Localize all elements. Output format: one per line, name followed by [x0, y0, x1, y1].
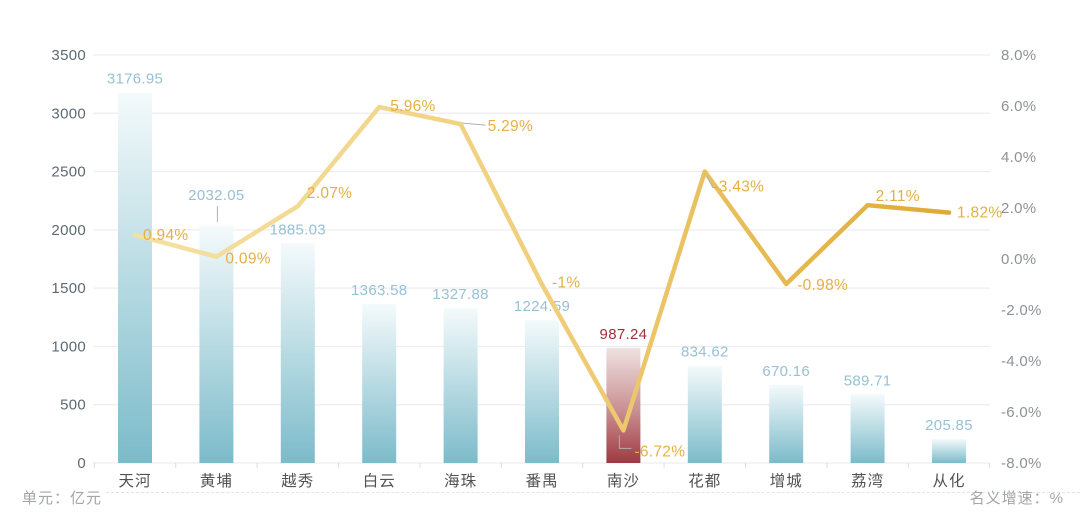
bar [932, 439, 966, 463]
right-axis-tick-label: -4.0% [1001, 353, 1042, 370]
x-axis-label: 花都 [688, 472, 721, 490]
growth-point-label: 0.09% [225, 251, 270, 268]
right-axis-tick-label: 8.0% [1001, 47, 1036, 64]
bar-value-label: 670.16 [762, 363, 810, 380]
growth-point-label: -0.98% [797, 277, 848, 294]
label-connector [706, 176, 718, 189]
right-axis-tick-label: -6.0% [1001, 404, 1042, 421]
growth-point-label: 1.82% [957, 205, 1002, 222]
bar-value-label: 987.24 [600, 326, 648, 343]
bar [687, 365, 722, 463]
label-connector [618, 435, 632, 449]
bar [362, 304, 397, 463]
x-axis-label: 越秀 [281, 472, 314, 490]
left-axis-tick-label: 3000 [51, 105, 86, 122]
growth-point-label: -1% [552, 275, 580, 292]
growth-point-label: 2.11% [876, 188, 920, 205]
left-axis-tick-label: 1000 [51, 338, 86, 355]
unit-note-bars: 单元：亿元 [22, 490, 103, 507]
x-axis-label: 黄埔 [200, 472, 233, 490]
left-axis-tick-label: 2000 [51, 222, 86, 239]
bar-value-label: 205.85 [925, 417, 973, 434]
bar-value-label: 1885.03 [270, 221, 326, 238]
right-axis-tick-label: 6.0% [1001, 98, 1036, 115]
right-axis-tick-label: -8.0% [1001, 455, 1042, 472]
x-axis-label: 海珠 [444, 472, 477, 490]
bar [850, 394, 885, 463]
bar-value-label: 3176.95 [107, 71, 163, 88]
growth-point-label: -6.72% [634, 443, 685, 460]
bar [443, 308, 478, 463]
left-axis-tick-label: 3500 [51, 47, 86, 64]
unit-note-growth-line: 名义增速：% [969, 490, 1064, 507]
bar [525, 320, 559, 463]
left-axis-tick-label: 1500 [51, 280, 86, 297]
right-axis-tick-label: 4.0% [1001, 149, 1036, 166]
left-axis-tick-label: 0 [77, 455, 86, 472]
bar [118, 92, 152, 464]
bar-value-label: 1363.58 [351, 282, 407, 299]
x-axis-label: 南沙 [607, 472, 640, 490]
left-axis-tick-label: 2500 [51, 164, 86, 181]
x-axis-label: 白云 [363, 472, 396, 490]
x-axis-label: 增城 [770, 472, 803, 490]
label-connector [462, 122, 486, 126]
growth-point-label: 5.96% [390, 98, 435, 115]
bar-value-label: 834.62 [681, 344, 729, 361]
bar [199, 226, 234, 463]
growth-point-label: 5.29% [488, 118, 533, 135]
right-axis-tick-label: -2.0% [1001, 302, 1042, 319]
x-axis-label: 番禺 [525, 472, 558, 490]
x-axis-label: 从化 [932, 472, 965, 490]
x-axis-label: 天河 [118, 472, 151, 490]
bar-value-label: 2032.05 [188, 187, 244, 204]
growth-point-label: 0.94% [143, 227, 188, 244]
bar-value-label: 1327.88 [432, 286, 488, 303]
growth-point-label: 3.43% [719, 179, 764, 196]
right-axis-tick-label: 2.0% [1001, 200, 1036, 217]
bar-value-label: 1224.59 [514, 298, 570, 315]
bar [280, 243, 315, 463]
bottom-separator-dashed-line [106, 492, 1080, 493]
bar-value-label: 589.71 [844, 372, 892, 389]
growth-line [132, 104, 952, 433]
growth-point-label: 2.07% [307, 185, 352, 202]
x-axis-label: 荔湾 [851, 472, 884, 490]
right-axis-tick-label: 0.0% [1001, 251, 1036, 268]
left-axis-tick-label: 500 [60, 397, 86, 414]
bar [769, 384, 804, 463]
